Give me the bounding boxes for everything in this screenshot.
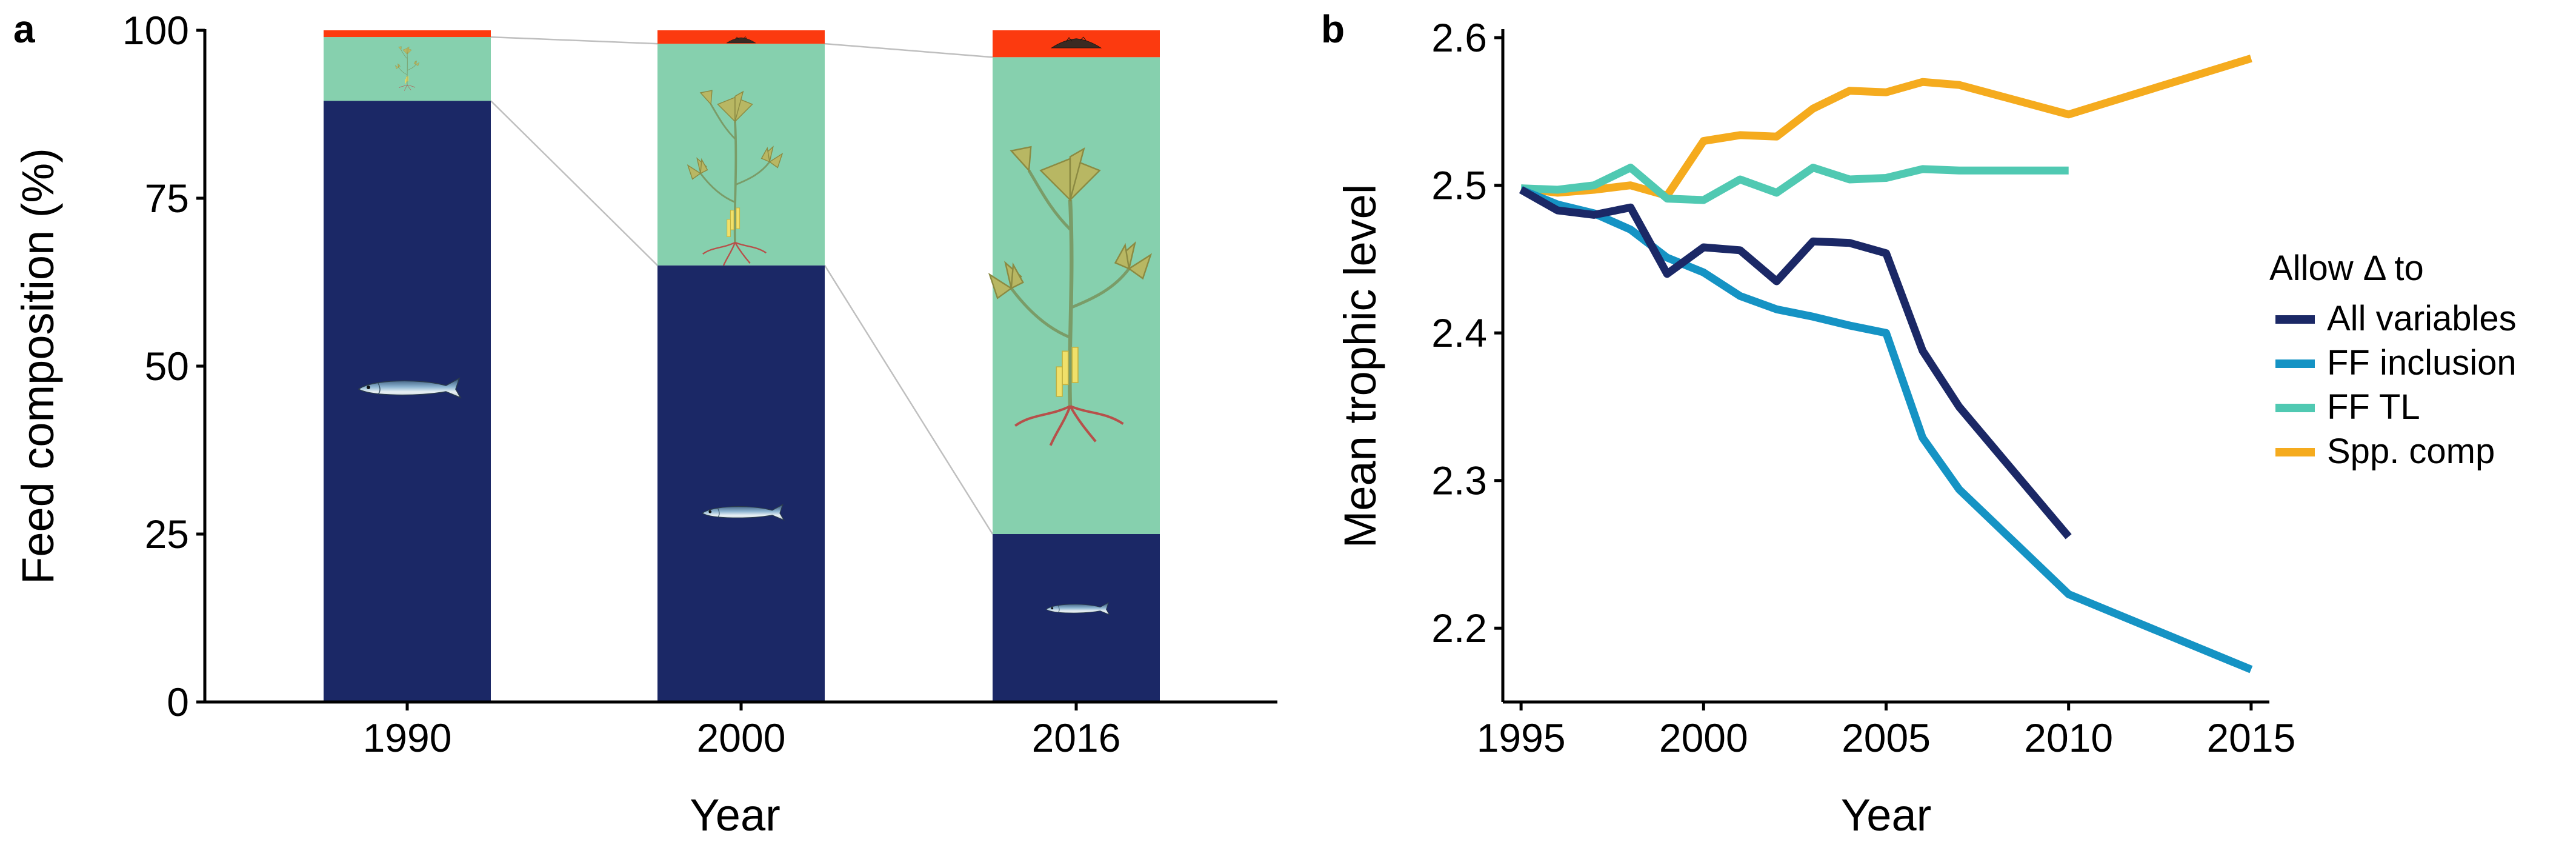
x-axis-title: Year [690, 790, 780, 840]
connector-line [490, 100, 658, 266]
y-tick-label: 2.3 [1431, 458, 1487, 503]
bar-segment-fish-2016 [993, 534, 1160, 702]
legend-label-ff_tl: FF TL [2327, 387, 2420, 427]
x-tick-label: 2000 [697, 715, 786, 760]
legend-label-ff_inclusion: FF inclusion [2327, 343, 2517, 383]
connector-line [824, 42, 993, 58]
axes: 2.2 2.3 2.4 2.5 2.6 1995 2000 2005 2010 2015 [1431, 15, 2295, 760]
axes: 0 25 50 75 100 1990 2000 2016 [122, 8, 1277, 760]
bar-segment-plant-2016 [993, 57, 1160, 534]
bar-segment-fish-1990 [324, 101, 491, 703]
bar-segment-fish-2000 [657, 265, 825, 702]
y-axis-title: Feed composition (%) [13, 148, 63, 584]
series-line-spp_comp [1520, 55, 2252, 200]
legend-label-spp_comp: Spp. comp [2327, 432, 2495, 471]
y-tick-label: 100 [122, 8, 189, 53]
x-tick-label: 2015 [2206, 715, 2295, 760]
panel-b-letter: b [1321, 7, 1345, 51]
series-line-ff_inclusion [1519, 186, 2253, 673]
panel-a-letter: a [13, 7, 35, 51]
bar-segment-plant-2000 [657, 44, 825, 266]
y-tick-label: 2.6 [1431, 15, 1487, 60]
bar-segment-other-1990 [324, 30, 491, 38]
x-tick-label: 1990 [363, 715, 452, 760]
x-tick-label: 2000 [1659, 715, 1748, 760]
y-tick-label: 50 [145, 344, 189, 389]
legend-title: Allow Δ to [2269, 249, 2424, 288]
y-tick-label: 0 [167, 680, 189, 724]
bar-segment-other-2000 [657, 30, 825, 44]
x-axis-title: Year [1841, 790, 1932, 840]
bar-connectors [490, 36, 994, 535]
y-tick-label: 2.4 [1431, 310, 1487, 355]
line-chart: 2.2 2.3 2.4 2.5 2.6 1995 2000 2005 2010 2015 Year… [1335, 15, 2517, 840]
y-tick-label: 2.2 [1431, 606, 1487, 650]
x-tick-label: 1995 [1477, 715, 1566, 760]
y-axis-title: Mean trophic level [1335, 184, 1385, 549]
x-tick-label: 2005 [1842, 715, 1931, 760]
y-tick-label: 2.5 [1431, 163, 1487, 208]
stacked-bar-chart: 0 25 50 75 100 1990 2000 2016 Year Feed composi… [13, 8, 1277, 840]
legend-label-all_variables: All variables [2327, 299, 2517, 338]
y-tick-label: 75 [145, 176, 189, 221]
x-tick-label: 2016 [1032, 715, 1121, 760]
series-line-ff_tl [1520, 164, 2069, 204]
series-lines [1519, 55, 2253, 673]
connector-line [490, 36, 658, 45]
bars [324, 30, 1160, 703]
series-line-all_variables [1519, 186, 2072, 540]
x-tick-label: 2010 [2024, 715, 2113, 760]
y-tick-label: 25 [145, 512, 189, 557]
connector-line [824, 265, 994, 535]
